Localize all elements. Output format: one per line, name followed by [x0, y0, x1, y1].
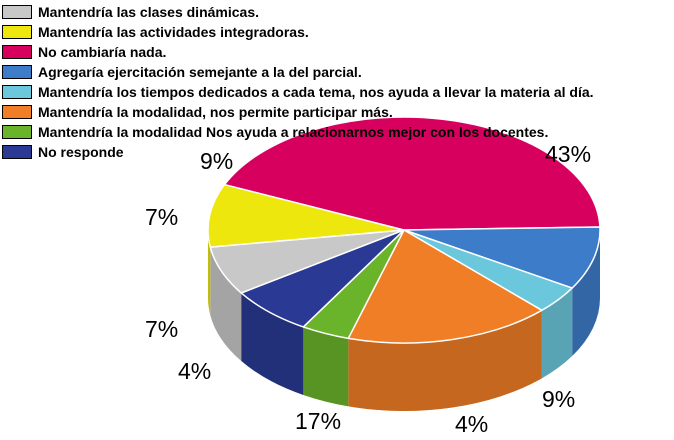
legend-swatch [2, 125, 32, 139]
data-label-tiempos-por-tema: 4% [455, 411, 489, 437]
legend-label: Mantendría la modalidad Nos ayuda a rela… [38, 124, 549, 140]
legend-swatch [2, 45, 32, 59]
legend-swatch [2, 5, 32, 19]
legend-item: Mantendría la modalidad Nos ayuda a rela… [2, 122, 594, 142]
legend-label: Mantendría los tiempos dedicados a cada … [38, 84, 594, 100]
pie-slice [240, 229, 405, 328]
legend-item: Mantendría las clases dinámicas. [2, 2, 594, 22]
legend-label: No cambiaría nada. [38, 44, 167, 60]
pie-sides [207, 230, 600, 411]
data-label-no-responde: 7% [145, 316, 179, 342]
legend-swatch [2, 105, 32, 119]
data-label-ejercitacion-parcial: 9% [542, 386, 576, 412]
legend-label: Mantendría las clases dinámicas. [38, 4, 259, 20]
data-label-modalidad-docentes: 4% [178, 358, 212, 384]
data-label-no-cambiaria-nada: 43% [545, 141, 592, 167]
legend-item: Agregaría ejercitación semejante a la de… [2, 62, 594, 82]
data-label-modalidad-participar: 17% [295, 408, 342, 434]
pie-slice [207, 183, 405, 248]
pie-slice [403, 226, 601, 289]
legend-item: Mantendría los tiempos dedicados a cada … [2, 82, 594, 102]
data-label-clases-dinamicas: 7% [145, 204, 179, 230]
pie-slice-side [207, 230, 211, 316]
legend-item: No responde [2, 142, 594, 162]
legend-label: Mantendría las actividades integradoras. [38, 24, 309, 40]
pie-slices [207, 116, 601, 344]
legend-swatch [2, 85, 32, 99]
legend-label: No responde [38, 144, 124, 160]
legend-item: Mantendría las actividades integradoras. [2, 22, 594, 42]
legend-item: No cambiaría nada. [2, 42, 594, 62]
pie-slice-side [210, 247, 242, 362]
pie-slice-side [541, 288, 573, 379]
pie-slice-side [241, 293, 304, 395]
legend-label: Mantendría la modalidad, nos permite par… [38, 104, 393, 120]
legend: Mantendría las clases dinámicas. Mantend… [2, 2, 594, 162]
legend-swatch [2, 145, 32, 159]
pie-slice [223, 116, 601, 231]
pie-slice-side [303, 326, 349, 407]
legend-swatch [2, 65, 32, 79]
pie-slice [347, 229, 543, 344]
legend-swatch [2, 25, 32, 39]
data-label-actividades-integradoras: 9% [200, 148, 234, 174]
legend-item: Mantendría la modalidad, nos permite par… [2, 102, 594, 122]
legend-label: Agregaría ejercitación semejante a la de… [38, 64, 362, 80]
pie-slice-side [348, 310, 542, 411]
